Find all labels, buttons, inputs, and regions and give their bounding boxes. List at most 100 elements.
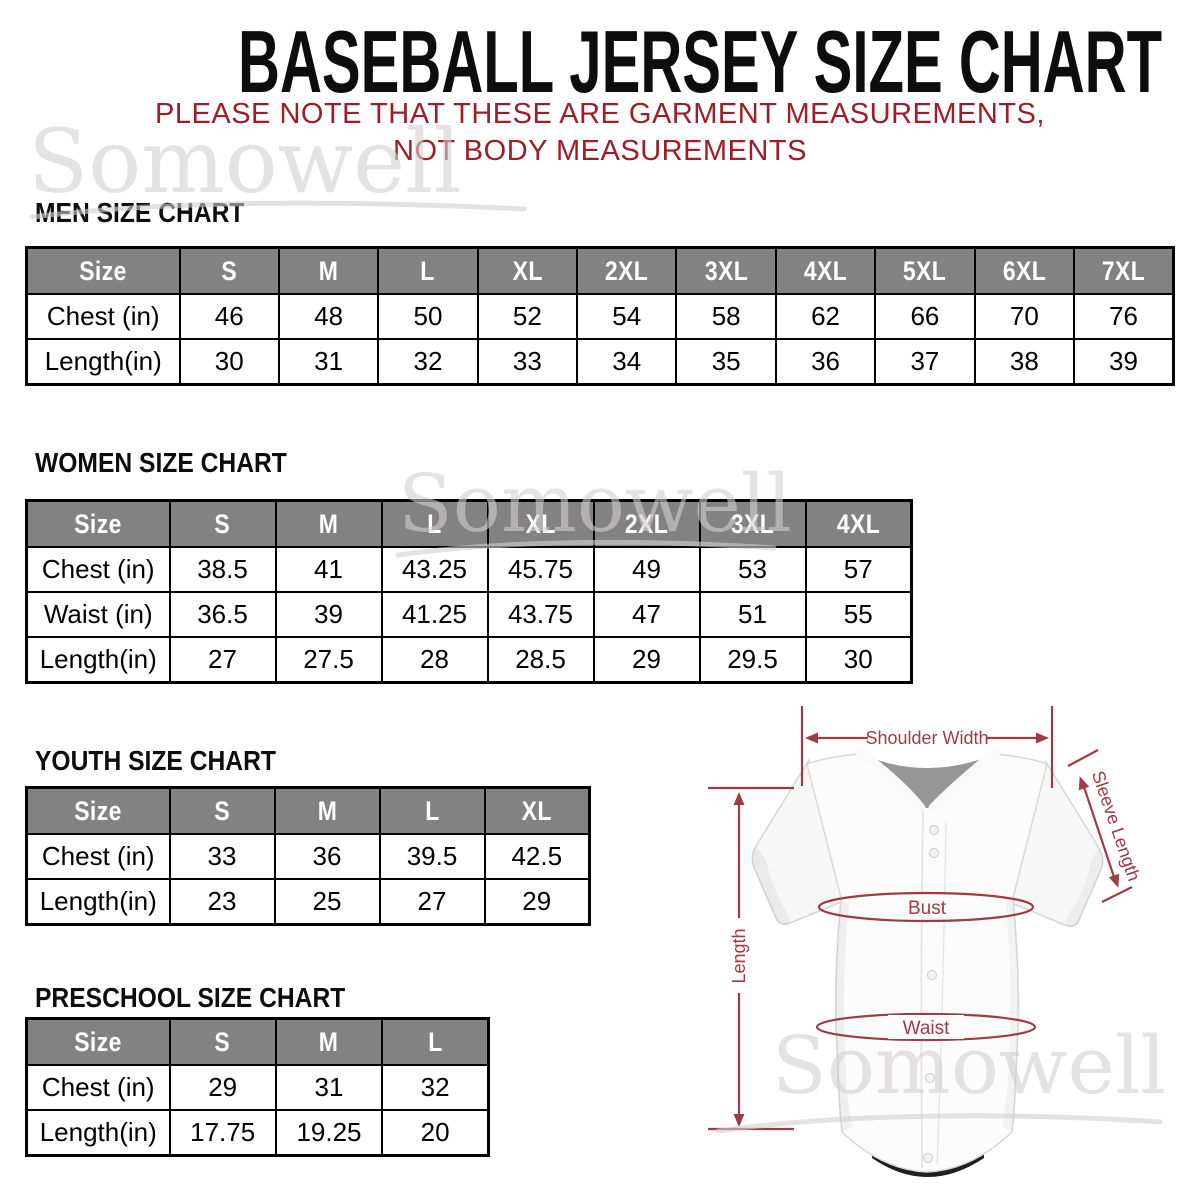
size-value-cell: 36 bbox=[774, 338, 877, 386]
size-value-cell: 38.5 bbox=[168, 546, 277, 593]
men-size-table-host: Size S M L XL 2XL 3XL 4XL 5XL 6XL 7XL Chest (in) 46 4… bbox=[25, 246, 1175, 386]
column-header-label: M bbox=[319, 1026, 339, 1057]
row-label: Chest (in) bbox=[25, 1064, 171, 1111]
size-value-cell: 51 bbox=[698, 591, 807, 638]
column-header-2xl: 2XL bbox=[592, 499, 701, 548]
row-label: Waist (in) bbox=[25, 591, 171, 638]
column-header-label: S bbox=[214, 795, 230, 826]
column-header-s: S bbox=[168, 1017, 277, 1066]
size-value-cell: 17.75 bbox=[168, 1109, 277, 1157]
size-column-header: Size bbox=[25, 786, 171, 835]
row-label: Chest (in) bbox=[25, 833, 171, 880]
size-value-cell: 76 bbox=[1073, 293, 1175, 340]
size-value-cell: 29 bbox=[168, 1064, 277, 1111]
women-size-table-host: Size S M L XL 2XL 3XL 4XL Chest (in) 38.5 41 43.25 4… bbox=[25, 499, 913, 684]
subtitle-line-2: NOT BODY MEASUREMENTS bbox=[393, 135, 807, 167]
table-row: Chest (in) 29 31 32 bbox=[25, 1064, 490, 1111]
youth-size-table: Size S M L XL Chest (in) 33 36 39.5 42.5 Length(in… bbox=[25, 786, 591, 926]
row-label: Chest (in) bbox=[25, 546, 171, 593]
size-value-cell: 38 bbox=[973, 338, 1076, 386]
column-header-label: L bbox=[420, 255, 436, 286]
size-value-cell: 20 bbox=[381, 1109, 490, 1157]
column-header-7xl: 7XL bbox=[1073, 246, 1175, 295]
row-label: Chest (in) bbox=[25, 293, 181, 340]
table-header-row: Size S M L XL 2XL 3XL 4XL bbox=[25, 499, 913, 548]
size-value-cell: 36 bbox=[273, 833, 381, 880]
size-value-cell: 19.25 bbox=[274, 1109, 384, 1157]
column-header-6xl: 6XL bbox=[973, 246, 1076, 295]
column-header-l: L bbox=[380, 499, 489, 548]
size-value-cell: 41 bbox=[274, 546, 383, 593]
size-value-cell: 50 bbox=[377, 293, 479, 340]
preschool-size-table: Size S M L Chest (in) 29 31 32 Length(in) 17.75 19… bbox=[25, 1017, 490, 1157]
bust-label: Bust bbox=[908, 898, 947, 919]
waist-annotation: Waist bbox=[815, 1012, 1037, 1042]
youth-size-chart-heading: YOUTH SIZE CHART bbox=[35, 745, 276, 776]
column-header-label: XL bbox=[521, 795, 552, 826]
youth-size-table-host: Size S M L XL Chest (in) 33 36 39.5 42.5 Length(in… bbox=[25, 786, 591, 926]
size-value-cell: 37 bbox=[874, 338, 976, 386]
column-header-label: 6XL bbox=[1002, 255, 1047, 286]
size-value-cell: 27.5 bbox=[274, 636, 383, 684]
row-label: Length(in) bbox=[25, 338, 181, 386]
column-header-label: 3XL bbox=[704, 255, 748, 286]
column-header-4xl: 4XL bbox=[804, 499, 913, 548]
column-header-m: M bbox=[277, 246, 380, 295]
size-value-cell: 29 bbox=[592, 636, 701, 684]
size-value-cell: 28 bbox=[380, 636, 489, 684]
column-header-label: 4XL bbox=[803, 255, 848, 286]
page-title: BASEBALL JERSEY SIZE CHART bbox=[238, 12, 1163, 111]
column-header-xl: XL bbox=[483, 786, 591, 835]
column-header-label: 2XL bbox=[624, 508, 669, 539]
table-header-row: Size S M L XL 2XL 3XL 4XL 5XL 6XL 7XL bbox=[25, 246, 1175, 295]
column-header-xl: XL bbox=[476, 246, 579, 295]
row-label: Length(in) bbox=[25, 878, 171, 926]
column-header-5xl: 5XL bbox=[874, 246, 976, 295]
column-header-label: XL bbox=[512, 255, 543, 286]
size-value-cell: 29.5 bbox=[698, 636, 807, 684]
size-value-cell: 58 bbox=[675, 293, 777, 340]
size-value-cell: 39.5 bbox=[378, 833, 486, 880]
column-header-l: L bbox=[378, 786, 486, 835]
table-row: Chest (in) 33 36 39.5 42.5 bbox=[25, 833, 591, 880]
column-header-s: S bbox=[168, 786, 276, 835]
size-value-cell: 54 bbox=[576, 293, 678, 340]
size-value-cell: 52 bbox=[476, 293, 579, 340]
column-header-label: 3XL bbox=[730, 508, 775, 539]
column-header-m: M bbox=[274, 499, 383, 548]
table-row: Length(in) 17.75 19.25 20 bbox=[25, 1109, 490, 1157]
jersey-illustration bbox=[751, 747, 1104, 1177]
size-value-cell: 32 bbox=[377, 338, 479, 386]
preschool-size-chart-heading: PRESCHOOL SIZE CHART bbox=[35, 982, 346, 1013]
waist-label: Waist bbox=[903, 1018, 951, 1039]
length-label: Length bbox=[729, 928, 749, 983]
bust-annotation: Bust bbox=[817, 891, 1035, 923]
size-value-cell: 35 bbox=[675, 338, 777, 386]
size-value-cell: 31 bbox=[274, 1064, 384, 1111]
column-header-label: L bbox=[427, 508, 442, 539]
size-value-cell: 25 bbox=[273, 878, 381, 926]
size-value-cell: 30 bbox=[804, 636, 913, 684]
column-header-4xl: 4XL bbox=[774, 246, 877, 295]
size-value-cell: 48 bbox=[277, 293, 380, 340]
size-value-cell: 66 bbox=[874, 293, 976, 340]
size-value-cell: 45.75 bbox=[486, 546, 595, 593]
column-header-2xl: 2XL bbox=[576, 246, 678, 295]
column-header-label: S bbox=[221, 255, 238, 286]
column-header-s: S bbox=[168, 499, 277, 548]
women-size-table: Size S M L XL 2XL 3XL 4XL Chest (in) 38.5 41 43.25 4… bbox=[25, 499, 913, 684]
size-value-cell: 32 bbox=[381, 1064, 490, 1111]
subtitle-line-1: PLEASE NOTE THAT THESE ARE GARMENT MEASU… bbox=[155, 98, 1045, 130]
men-size-chart-heading: MEN SIZE CHART bbox=[35, 197, 245, 228]
size-value-cell: 39 bbox=[274, 591, 383, 638]
column-header-label: Size bbox=[74, 1026, 123, 1057]
size-value-cell: 47 bbox=[592, 591, 701, 638]
column-header-label: L bbox=[424, 795, 440, 826]
table-header-row: Size S M L bbox=[25, 1017, 490, 1066]
size-value-cell: 49 bbox=[592, 546, 701, 593]
column-header-label: 2XL bbox=[605, 255, 649, 286]
column-header-label: Size bbox=[74, 508, 123, 539]
column-header-m: M bbox=[273, 786, 381, 835]
table-row: Length(in) 23 25 27 29 bbox=[25, 878, 591, 926]
